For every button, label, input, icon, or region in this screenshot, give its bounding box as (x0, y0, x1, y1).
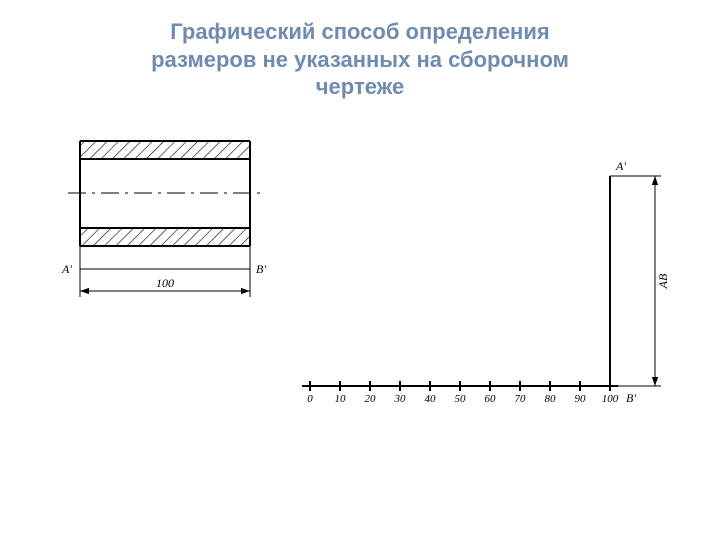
tick-label-30: 30 (394, 393, 407, 405)
diagram-stage: A' B' 100 0 10 20 30 40 50 60 70 80 90 100 AB A' B' (0, 101, 720, 521)
tick-label-80: 80 (545, 393, 557, 405)
tick-label-0: 0 (307, 393, 313, 405)
tick-label-40: 40 (425, 393, 437, 405)
tick-label-60: 60 (485, 393, 497, 405)
label-B-prime-right: B' (626, 391, 636, 405)
label-B-prime-left: B' (256, 262, 266, 276)
tick-label-50: 50 (455, 393, 467, 405)
tick-label-100: 100 (602, 393, 619, 405)
tick-label-20: 20 (365, 393, 377, 405)
diagram-svg: A' B' 100 0 10 20 30 40 50 60 70 80 90 100 AB A' B' (0, 101, 720, 521)
label-AB: AB (656, 273, 670, 289)
tick-label-10: 10 (335, 393, 347, 405)
tick-label-70: 70 (515, 393, 527, 405)
page-title: Графический способ определенияразмеров н… (0, 18, 720, 101)
tick-label-90: 90 (575, 393, 587, 405)
label-A-prime-left: A' (61, 262, 72, 276)
dim-value-100: 100 (156, 276, 174, 290)
label-A-prime-right: A' (615, 159, 626, 173)
